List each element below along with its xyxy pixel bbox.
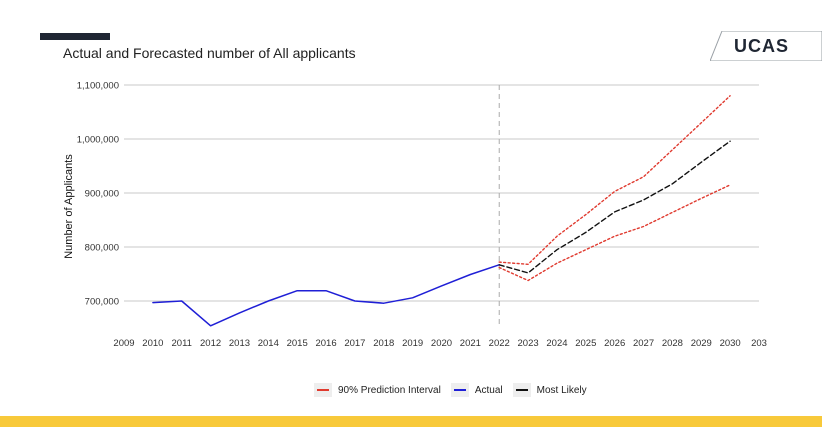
y-tick-label: 700,000 bbox=[85, 297, 119, 308]
logo-frame bbox=[710, 31, 822, 61]
x-tick-label: 2015 bbox=[287, 338, 308, 349]
bottom-band bbox=[0, 416, 822, 427]
legend-swatch-interval bbox=[314, 383, 332, 397]
x-tick-label: 2025 bbox=[575, 338, 596, 349]
accent-bar bbox=[40, 33, 110, 40]
x-tick-label: 2017 bbox=[344, 338, 365, 349]
x-tick-label: 203 bbox=[751, 338, 767, 349]
x-tick-label: 2016 bbox=[315, 338, 336, 349]
x-tick-label: 2014 bbox=[258, 338, 279, 349]
x-tick-label: 2027 bbox=[633, 338, 654, 349]
legend-line-actual bbox=[453, 389, 466, 391]
y-tick-label: 1,000,000 bbox=[77, 135, 119, 146]
x-tick-label: 2028 bbox=[662, 338, 683, 349]
legend-swatch-actual bbox=[450, 383, 469, 397]
legend-item-interval: 90% Prediction Interval bbox=[314, 383, 441, 397]
chart-legend: 90% Prediction Interval Actual Most Like… bbox=[314, 383, 597, 397]
x-tick-label: 2009 bbox=[113, 338, 134, 349]
y-tick-label: 1,100,000 bbox=[77, 81, 119, 92]
legend-item-actual: Actual bbox=[450, 383, 503, 397]
90-prediction-interval-series-line bbox=[498, 184, 731, 282]
legend-label-interval: 90% Prediction Interval bbox=[338, 384, 441, 396]
legend-item-most-likely: Most Likely bbox=[512, 383, 587, 397]
most-likely-series-line bbox=[498, 140, 731, 274]
x-tick-label: 2011 bbox=[172, 338, 192, 349]
x-tick-label: 2030 bbox=[720, 338, 741, 349]
x-tick-label: 2020 bbox=[431, 338, 452, 349]
90-prediction-interval-series-line bbox=[498, 95, 731, 265]
x-tick-label: 2012 bbox=[200, 338, 221, 349]
x-tick-label: 2021 bbox=[460, 338, 481, 349]
ucas-logo: UCAS bbox=[710, 31, 822, 61]
x-tick-label: 2024 bbox=[546, 338, 567, 349]
legend-swatch-most-likely bbox=[512, 383, 531, 397]
logo-text: UCAS bbox=[734, 36, 790, 56]
legend-line-interval bbox=[317, 389, 329, 391]
x-tick-label: 2019 bbox=[402, 338, 423, 349]
x-tick-label: 2022 bbox=[489, 338, 510, 349]
y-tick-label: 800,000 bbox=[85, 243, 119, 254]
legend-label-actual: Actual bbox=[474, 384, 503, 396]
actual-series-line bbox=[152, 264, 500, 327]
x-tick-label: 2026 bbox=[604, 338, 625, 349]
legend-label-most-likely: Most Likely bbox=[536, 384, 587, 396]
legend-line-most-likely bbox=[515, 389, 528, 391]
slide-title: Actual and Forecasted number of All appl… bbox=[63, 45, 356, 61]
x-tick-label: 2010 bbox=[142, 338, 163, 349]
x-tick-label: 2018 bbox=[373, 338, 394, 349]
x-tick-label: 2013 bbox=[229, 338, 250, 349]
x-tick-label: 2023 bbox=[518, 338, 539, 349]
y-axis-label: Number of Applicants bbox=[63, 154, 75, 259]
x-tick-label: 2029 bbox=[691, 338, 712, 349]
y-tick-label: 900,000 bbox=[85, 189, 119, 200]
